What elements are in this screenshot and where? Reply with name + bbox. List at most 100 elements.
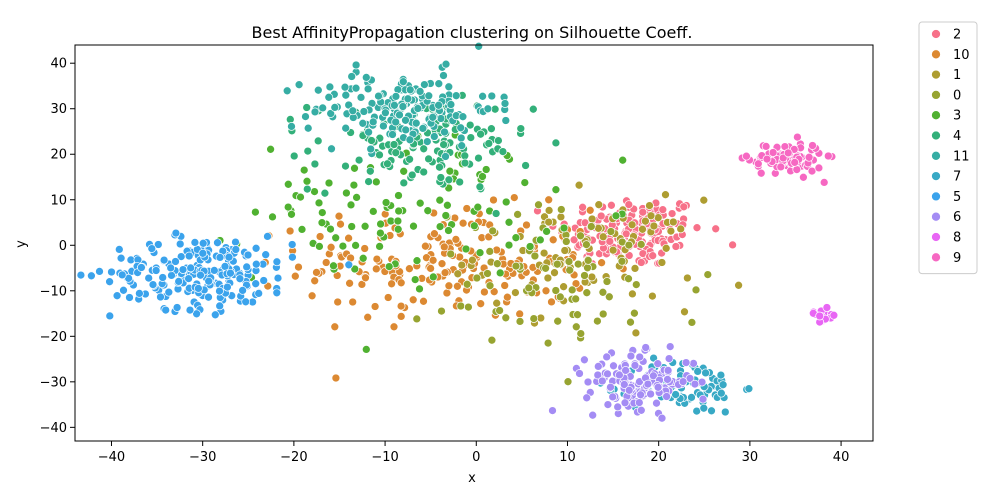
point-cluster-10 [285,226,295,236]
point-cluster-0 [583,256,593,265]
point-cluster-11 [395,110,404,120]
point-cluster-4 [498,147,508,156]
point-cluster-0 [501,313,511,323]
point-cluster-5 [184,274,193,283]
point-cluster-11 [420,80,429,89]
point-cluster-3 [296,192,305,202]
point-cluster-11 [368,117,378,127]
point-cluster-5 [220,262,230,271]
point-cluster-3 [376,219,385,229]
point-cluster-11 [390,100,399,110]
point-cluster-4 [516,124,526,133]
point-cluster-4 [476,129,485,139]
point-cluster-10 [363,312,373,322]
point-cluster-4 [391,148,401,158]
point-cluster-0 [576,329,586,338]
point-cluster-11 [364,127,373,137]
point-cluster-3 [347,222,357,231]
point-cluster-1 [543,273,553,283]
point-cluster-0 [524,283,534,293]
point-cluster-3 [469,221,479,231]
point-cluster-1 [668,217,678,227]
point-cluster-5 [135,289,144,298]
y-tick-label: 20 [50,148,67,163]
point-cluster-3 [475,248,485,258]
point-cluster-3 [504,240,514,250]
point-cluster-1 [676,224,686,234]
point-cluster-0 [495,306,504,315]
point-cluster-10 [310,276,320,286]
point-cluster-11 [418,124,428,133]
point-cluster-3 [351,241,360,250]
point-cluster-1 [648,291,657,301]
point-cluster-4 [494,136,503,145]
point-cluster-6 [657,413,667,423]
point-cluster-5 [194,284,203,293]
point-cluster-10 [408,295,418,305]
point-cluster-1 [628,289,637,299]
point-cluster-3 [342,188,351,198]
point-cluster-0 [446,249,456,259]
point-cluster-0 [631,280,641,289]
point-cluster-0 [563,377,573,387]
point-cluster-5 [178,265,188,274]
point-cluster-5 [209,266,219,275]
legend-marker-7 [931,171,941,181]
point-cluster-4 [313,136,323,146]
point-cluster-10 [348,297,358,307]
point-cluster-2 [638,207,648,217]
point-cluster-5 [288,252,297,262]
point-cluster-11 [287,122,296,131]
point-cluster-5 [114,245,124,254]
point-cluster-10 [389,322,399,332]
point-cluster-5 [87,271,96,281]
legend-label-8: 8 [953,231,961,246]
point-cluster-3 [409,221,418,231]
y-tick-label: 0 [59,239,67,254]
point-cluster-10 [331,373,341,383]
point-cluster-11 [391,117,401,127]
point-cluster-5 [238,286,247,295]
point-cluster-11 [351,83,361,93]
point-cluster-3 [317,218,327,228]
legend-marker-2 [931,29,941,39]
point-cluster-0 [583,263,592,273]
point-cluster-3 [317,208,327,217]
x-tick-label: −20 [280,450,307,465]
point-cluster-9 [804,152,814,162]
point-cluster-5 [175,239,185,249]
point-cluster-11 [379,121,388,131]
point-cluster-0 [543,338,553,348]
point-cluster-3 [297,225,307,234]
point-cluster-10 [333,297,343,307]
point-cluster-5 [153,240,163,249]
point-cluster-9 [753,159,763,169]
point-cluster-4 [444,175,454,185]
point-cluster-0 [462,279,472,289]
point-cluster-3 [501,197,511,207]
point-cluster-10 [437,259,447,269]
point-cluster-4 [484,139,494,148]
point-cluster-7 [718,380,728,390]
point-cluster-5 [76,270,86,280]
point-cluster-11 [500,99,510,108]
point-cluster-9 [768,148,778,157]
legend-marker-4 [931,130,941,141]
point-cluster-5 [167,271,176,280]
point-cluster-10 [489,195,498,205]
point-cluster-6 [615,370,624,380]
point-cluster-10 [430,229,439,239]
point-cluster-2 [658,205,668,215]
point-cluster-4 [435,162,444,172]
point-cluster-0 [626,317,635,327]
point-cluster-6 [620,398,630,408]
point-cluster-0 [464,302,473,312]
point-cluster-9 [808,141,817,150]
point-cluster-5 [116,253,126,263]
point-cluster-11 [340,82,350,92]
point-cluster-10 [480,287,489,297]
point-cluster-1 [661,243,671,253]
point-cluster-5 [171,228,181,238]
point-cluster-3 [358,253,368,263]
point-cluster-6 [698,394,708,404]
